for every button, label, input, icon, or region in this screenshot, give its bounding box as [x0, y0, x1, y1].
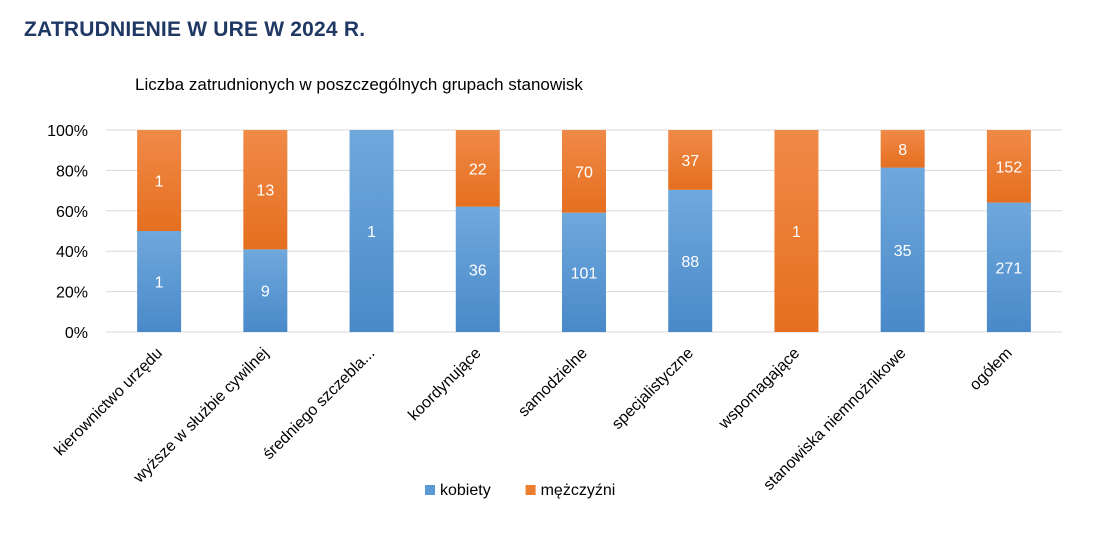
x-category-label: specjalistyczne: [609, 345, 697, 433]
x-category-label: wspomagające: [715, 345, 803, 433]
legend-label: kobiety: [440, 482, 491, 499]
page-title: ZATRUDNIENIE W URE W 2024 R.: [24, 18, 366, 41]
data-label: 37: [681, 153, 699, 170]
bar-kobiety: [349, 130, 394, 332]
data-labels: 1 1 9 13 1 36 22 101 70 88 37 1 35 8 271 152: [155, 142, 1023, 301]
y-tick-label: 40%: [56, 244, 88, 261]
bars: [137, 130, 1031, 332]
data-label: 13: [256, 183, 274, 200]
bar-kobiety: [562, 212, 606, 332]
x-category-label: kierownictwo urzędu: [51, 345, 166, 460]
bar-kobiety: [455, 206, 500, 332]
legend-swatch: [425, 485, 435, 495]
y-tick-label: 60%: [56, 204, 88, 221]
y-tick-label: 100%: [47, 123, 88, 140]
bar-kobiety: [986, 202, 1031, 332]
bar-mezczyzni: [668, 130, 713, 190]
data-label: 35: [894, 243, 912, 260]
data-label: 101: [571, 265, 598, 282]
data-label: 1: [367, 224, 376, 241]
bar-mezczyzni: [774, 130, 819, 332]
x-category-label: koordynujące: [405, 345, 484, 424]
data-label: 36: [469, 262, 487, 279]
bar-mezczyzni: [455, 130, 500, 207]
data-label: 22: [469, 161, 487, 178]
bar-mezczyzni: [562, 130, 606, 213]
y-tick-label: 80%: [56, 163, 88, 180]
bar-mezczyzni: [986, 130, 1031, 203]
bar-mezczyzni: [137, 130, 182, 231]
bar-kobiety: [668, 189, 713, 332]
data-label: 70: [575, 164, 593, 181]
data-label: 88: [681, 254, 699, 271]
x-category-label: ogółem: [967, 345, 1016, 394]
data-label: 8: [898, 142, 907, 159]
data-label: 1: [792, 224, 801, 241]
data-label: 271: [996, 260, 1023, 277]
bar-mezczyzni: [243, 130, 288, 250]
chart-title: Liczba zatrudnionych w poszczególnych gr…: [135, 75, 583, 94]
legend-label: mężczyźni: [541, 482, 616, 499]
data-label: 1: [155, 174, 164, 191]
x-category-label: średniego szczebla...: [260, 345, 378, 463]
y-tick-label: 20%: [56, 285, 88, 302]
y-tick-label: 0%: [65, 325, 88, 342]
legend: kobiety mężczyźni: [425, 482, 615, 499]
bar-kobiety: [137, 231, 182, 332]
x-category-label: samodzielne: [515, 345, 591, 421]
legend-swatch: [525, 485, 536, 495]
bar-kobiety: [243, 249, 288, 332]
data-label: 1: [155, 275, 164, 292]
bar-mezczyzni: [880, 130, 925, 168]
data-label: 152: [996, 159, 1023, 176]
data-label: 9: [261, 284, 270, 301]
bar-kobiety: [880, 167, 925, 332]
y-axis-ticks: 0% 20% 40% 60% 80% 100%: [47, 123, 88, 342]
